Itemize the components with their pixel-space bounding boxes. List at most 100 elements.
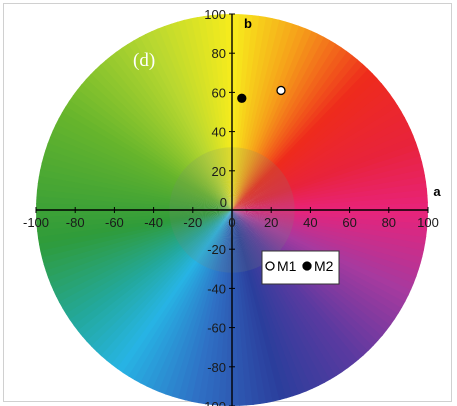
wheel-wedge	[232, 93, 407, 210]
wheel-wedge	[232, 210, 428, 281]
wheel-wedge	[57, 210, 232, 327]
wheel-wedge	[43, 210, 233, 302]
wheel-wedge	[232, 34, 348, 210]
wheel-wedge	[36, 167, 232, 210]
wheel-wedge	[203, 210, 232, 406]
wheel-wedge	[175, 210, 232, 406]
wheel-wedge	[122, 210, 232, 389]
wheel-wedge	[69, 210, 232, 344]
y-tick-label: -40	[207, 281, 226, 296]
wheel-wedge	[232, 208, 428, 218]
wheel-wedge	[127, 28, 232, 211]
x-tick-label: 20	[264, 215, 278, 230]
wheel-wedge	[232, 210, 343, 389]
wheel-wedge	[74, 210, 232, 349]
y-tick-label: 100	[204, 7, 226, 22]
wheel-wedge	[121, 31, 232, 210]
data-points	[237, 85, 286, 103]
wheel-wedge	[232, 14, 254, 210]
wheel-wedge	[232, 76, 395, 210]
wheel-wedge	[232, 56, 375, 211]
wheel-wedge	[115, 35, 232, 210]
legend-marker-m2	[302, 261, 312, 271]
wheel-wedge	[88, 57, 233, 211]
wheel-wedge	[232, 210, 428, 232]
wheel-wedge	[99, 210, 232, 374]
wheel-wedge	[79, 210, 233, 354]
x-axis-label: a	[433, 184, 441, 199]
x-tick-label: 60	[342, 215, 356, 230]
wheel-wedge	[78, 67, 232, 210]
wheel-wedge	[135, 210, 232, 396]
wheel-wedge	[40, 126, 232, 210]
wheel-wedge	[232, 31, 342, 211]
wheel-wedge	[168, 210, 232, 406]
data-point-m2	[237, 93, 247, 103]
wheel-wedge	[53, 210, 232, 321]
wheel-wedge	[36, 188, 232, 210]
wheel-wedge	[94, 210, 232, 369]
wheel-wedge	[232, 14, 303, 210]
wheel-wedge	[232, 46, 365, 210]
wheel-wedge	[232, 18, 316, 211]
wheel-wedge	[232, 14, 289, 210]
x-tick-label: -100	[23, 215, 49, 230]
legend-box	[261, 250, 340, 285]
wheel-wedge	[232, 210, 428, 239]
y-tick-label: -80	[207, 360, 226, 375]
wheel-wedge	[232, 14, 296, 210]
wheel-wedge	[36, 153, 232, 210]
legend-marker-m1	[265, 261, 275, 271]
wheel-wedge	[60, 89, 232, 210]
wheel-wedge	[232, 210, 428, 260]
wheel-wedge	[36, 160, 232, 210]
wheel-wedge	[129, 210, 232, 393]
wheel-wedge	[232, 60, 381, 211]
wheel-wedge	[83, 210, 232, 360]
wheel-wedge	[232, 99, 411, 210]
wheel-wedge	[73, 72, 232, 210]
wheel-wedge	[154, 210, 232, 404]
wheel-wedge	[140, 21, 232, 211]
wheel-wedge	[46, 113, 233, 210]
wheel-wedge	[49, 107, 232, 210]
wheel-wedge	[232, 24, 329, 211]
y-tick-label: 60	[212, 85, 226, 100]
x-tick-label: 80	[382, 215, 396, 230]
wheel-wedge	[224, 210, 234, 406]
color-wheel	[36, 14, 428, 406]
x-tick-label: -40	[144, 215, 163, 230]
wheel-wedge	[56, 94, 232, 210]
wheel-wedge	[65, 210, 232, 338]
wheel-wedge	[232, 210, 428, 225]
wheel-wedge	[232, 210, 324, 399]
wheel-wedge	[232, 14, 247, 210]
wheel-wedge	[210, 210, 232, 406]
x-tick-label: -80	[66, 215, 85, 230]
data-point-m1	[276, 85, 286, 96]
y-tick-label: -20	[207, 242, 226, 257]
wheel-wedge	[111, 210, 232, 382]
y-tick-label: 40	[212, 125, 226, 140]
wheel-wedge	[98, 47, 232, 210]
tick-labels: -100-80-60-40-20020406080100-100-80-60-4…	[23, 7, 439, 406]
wheel-wedge	[47, 210, 233, 308]
wheel-wedge	[232, 210, 337, 392]
y-tick-label: -100	[200, 399, 226, 406]
y-tick-label: 0	[220, 195, 227, 210]
x-tick-label: 0	[228, 215, 235, 230]
axes	[35, 13, 429, 406]
wheel-wedge	[232, 105, 414, 210]
wheel-wedge	[196, 210, 232, 406]
wheel-wedge	[232, 14, 261, 210]
wheel-wedge	[134, 25, 232, 211]
wheel-wedge	[182, 210, 232, 406]
y-tick-label: 80	[212, 46, 226, 61]
wheel-wedge	[82, 61, 233, 210]
wheel-wedge	[232, 71, 390, 210]
y-tick-label: -60	[207, 321, 226, 336]
wheel-wedge	[232, 210, 349, 385]
wheel-wedge	[232, 210, 428, 253]
wheel-wedge	[36, 202, 232, 212]
wheel-wedge	[232, 210, 428, 246]
